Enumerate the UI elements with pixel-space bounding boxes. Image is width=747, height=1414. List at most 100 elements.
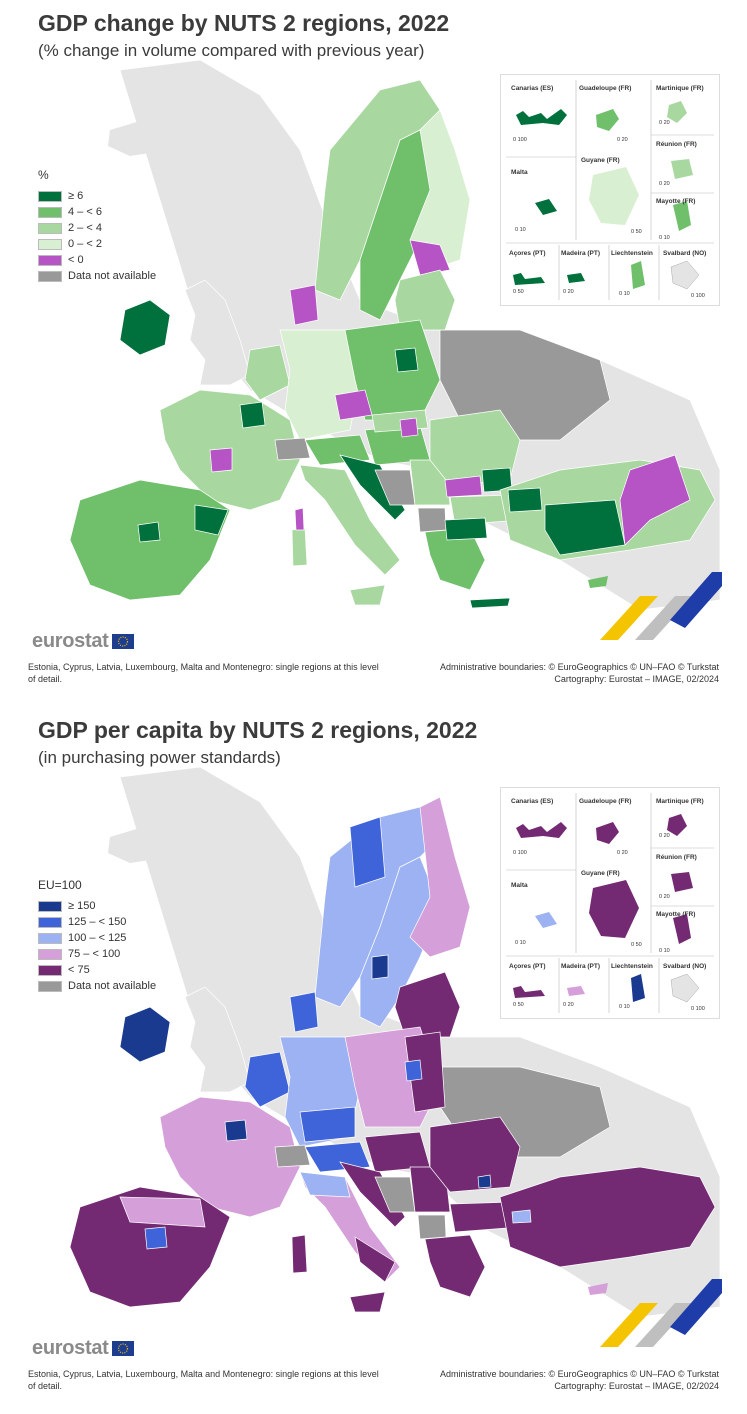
inset-shape-liechtenstein	[631, 261, 645, 289]
region-baltics	[394, 971, 461, 1038]
region-croatia	[339, 1161, 406, 1228]
legend-swatch	[38, 964, 62, 976]
region-greece-north	[444, 517, 488, 541]
region-warsaw	[394, 347, 419, 373]
legend-swatch	[38, 916, 62, 928]
legend-label: ≥ 6	[68, 190, 84, 202]
legend-swatch	[38, 900, 62, 912]
scale-bar: 0 10	[619, 1004, 630, 1010]
region-finland	[409, 796, 471, 958]
inset-shape-liechtenstein	[631, 974, 645, 1002]
footnote-right: Administrative boundaries: © EuroGeograp…	[440, 1368, 719, 1392]
scale-bar: 0 50	[631, 229, 642, 235]
legend-swatch	[38, 254, 62, 266]
legend-item: < 75	[38, 962, 156, 978]
outermost-regions-inset: Canarias (ES) Guadeloupe (FR) Martinique…	[500, 787, 720, 1019]
region-france-paris	[239, 401, 266, 429]
inset-label-madeira: Madeira (PT)	[561, 250, 601, 257]
inset-label-guadeloupe: Guadeloupe (FR)	[579, 798, 632, 805]
region-italy-north	[299, 1171, 351, 1198]
inset-shape-mayotte	[673, 914, 691, 944]
region-romania	[429, 1116, 521, 1193]
inset-label-acores: Açores (PT)	[509, 250, 546, 257]
inset-label-canarias: Canarias (ES)	[511, 798, 554, 805]
inset-shape-mayotte	[673, 201, 691, 231]
footnote-boundaries: Administrative boundaries: © EuroGeograp…	[439, 1369, 719, 1379]
inset-label-mayotte: Mayotte (FR)	[656, 198, 696, 205]
scale-bar: 0 50	[513, 289, 524, 295]
legend-label: 2 – < 4	[68, 222, 102, 234]
inset-shape-malta	[535, 199, 557, 215]
region-france-centre	[209, 447, 233, 473]
legend-label: 0 – < 2	[68, 238, 102, 250]
legend-label: < 0	[68, 254, 84, 266]
legend-label: < 75	[68, 964, 90, 976]
region-greece	[424, 1234, 486, 1298]
scale-bar: 0 100	[513, 137, 527, 143]
region-warsaw	[404, 1059, 423, 1082]
legend-swatch	[38, 190, 62, 202]
legend-swatch	[38, 948, 62, 960]
region-italy	[299, 464, 401, 576]
uk-landmass	[184, 986, 251, 1093]
region-istanbul	[507, 487, 543, 513]
map-panel-gdp-change: GDP change by NUTS 2 regions, 2022 (% ch…	[28, 10, 722, 684]
region-bratislava	[399, 417, 419, 438]
legend-item: 4 – < 6	[38, 204, 156, 220]
scale-bar: 0 20	[659, 894, 670, 900]
eu-flag-icon	[111, 1341, 134, 1356]
eurostat-logo: eurostat	[32, 630, 134, 653]
legend-swatch	[38, 222, 62, 234]
region-denmark	[289, 284, 319, 326]
inset-shape-guadeloupe	[596, 822, 619, 844]
region-benelux	[244, 344, 291, 401]
region-sicily	[349, 1291, 386, 1313]
inset-shape-canarias	[516, 109, 567, 125]
inset-label-malta: Malta	[511, 169, 528, 176]
region-denmark	[289, 991, 319, 1033]
legend-label: 4 – < 6	[68, 206, 102, 218]
region-macedonia-nodata	[417, 1214, 447, 1240]
region-finland-south	[409, 239, 451, 276]
inset-label-malta: Malta	[511, 882, 528, 889]
scale-bar: 0 10	[515, 940, 526, 946]
decorative-stripe-blue	[670, 572, 722, 628]
region-romania-south	[444, 475, 483, 498]
inset-shape-acores	[513, 273, 545, 285]
scale-bar: 0 20	[659, 181, 670, 187]
legend-label: ≥ 150	[68, 900, 96, 912]
region-bucharest	[477, 1174, 492, 1189]
inset-shape-acores	[513, 986, 545, 998]
region-turkey-central	[544, 499, 626, 556]
scale-bar: 0 10	[515, 227, 526, 233]
decorative-stripe-yellow	[600, 1303, 658, 1347]
inset-shape-canarias	[516, 822, 567, 838]
legend-label: Data not available	[68, 270, 157, 282]
inset-shape-malta	[535, 912, 557, 928]
scale-bar: 0 20	[563, 289, 574, 295]
region-turkey	[499, 1166, 716, 1268]
region-sardinia	[291, 1234, 308, 1274]
inset-shape-madeira	[567, 273, 585, 283]
region-cyprus	[588, 576, 608, 588]
region-ireland	[119, 299, 171, 356]
region-benelux	[244, 1051, 291, 1108]
scale-bar: 0 20	[617, 850, 628, 856]
eu-flag-icon	[111, 634, 134, 649]
scale-bar: 0 20	[617, 137, 628, 143]
inset-label-liechtenstein: Liechtenstein	[611, 250, 653, 257]
footnote-boundaries: Administrative boundaries: © EuroGeograp…	[439, 662, 719, 672]
region-crete	[469, 597, 511, 609]
legend-item: < 0	[38, 252, 156, 268]
region-sweden	[359, 129, 441, 321]
legend-label: 100 – < 125	[68, 932, 127, 944]
inset-label-liechtenstein: Liechtenstein	[611, 963, 653, 970]
inset-label-martinique: Martinique (FR)	[656, 85, 704, 92]
region-switzerland	[274, 437, 311, 461]
region-germany-south	[299, 1106, 356, 1143]
uk-landmass	[184, 279, 251, 386]
inset-shape-guadeloupe	[596, 109, 619, 131]
logo-wordmark: eurostat	[32, 1337, 109, 1359]
inset-label-martinique: Martinique (FR)	[656, 798, 704, 805]
region-czechia	[334, 389, 373, 421]
